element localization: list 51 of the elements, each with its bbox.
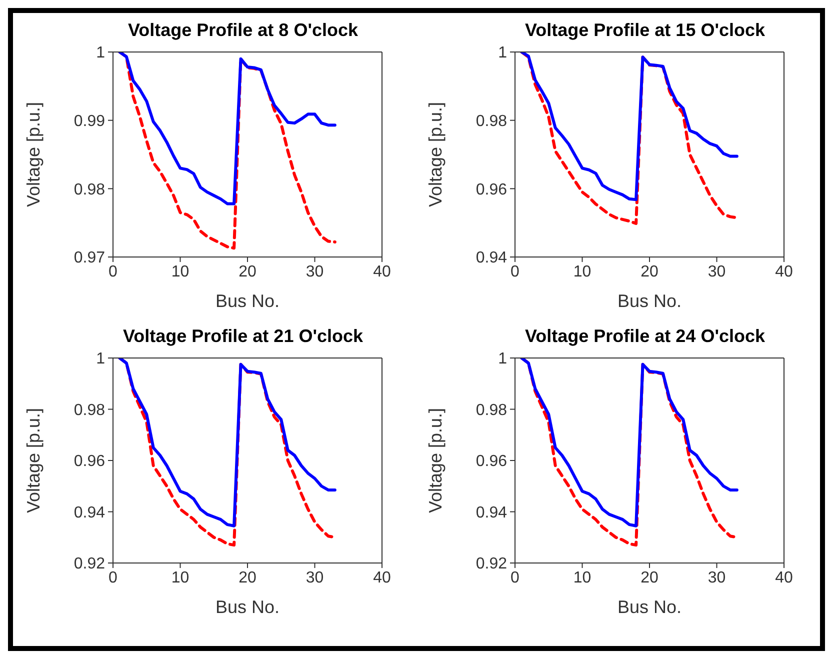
x-axis-title: Bus No.: [617, 597, 682, 617]
x-tick-label: 10: [573, 569, 592, 586]
y-tick-label: 0.98: [74, 402, 106, 419]
y-tick-label: 0.96: [74, 453, 106, 470]
y-tick-label: 0.98: [74, 181, 106, 198]
y-tick-label: 1: [96, 44, 106, 62]
x-tick-label: 40: [373, 263, 391, 280]
y-tick-label: 0.96: [476, 181, 508, 198]
x-tick-label: 20: [238, 569, 256, 586]
x-axis-title: Bus No.: [215, 291, 280, 311]
x-tick-label: 40: [373, 569, 391, 586]
y-tick-label: 1: [96, 350, 106, 368]
x-tick-label: 20: [640, 569, 658, 586]
x-tick-label: 10: [171, 569, 190, 586]
chart-title: Voltage Profile at 8 O'clock: [126, 19, 360, 42]
x-tick-label: 30: [306, 263, 324, 280]
chart-title: Voltage Profile at 21 O'clock: [122, 325, 364, 348]
y-axis-title: Voltage [p.u.]: [425, 408, 446, 514]
y-tick-label: 1: [498, 350, 508, 368]
line-series: [118, 52, 336, 206]
x-tick-label: 40: [775, 263, 793, 280]
y-tick-label: 0.94: [476, 504, 508, 522]
x-tick-label: 0: [108, 569, 118, 586]
y-tick-label: 0.92: [476, 556, 508, 573]
y-tick-label: 0.97: [74, 250, 106, 267]
x-tick-label: 20: [238, 263, 256, 280]
x-tick-label: 30: [708, 263, 726, 280]
y-tick-label: 0.92: [74, 556, 106, 573]
chart-title: Voltage Profile at 24 O'clock: [524, 325, 766, 348]
x-tick-label: 10: [573, 263, 592, 280]
y-axis-title: Voltage [p.u.]: [23, 102, 44, 208]
y-tick-label: 0.94: [74, 504, 106, 522]
x-tick-label: 0: [510, 263, 520, 280]
chart-title: Voltage Profile at 15 O'clock: [524, 19, 766, 42]
y-tick-label: 0.94: [476, 250, 508, 267]
x-tick-label: 30: [306, 569, 324, 586]
x-tick-label: 0: [108, 263, 118, 280]
x-tick-label: 10: [171, 263, 190, 280]
x-tick-label: 40: [775, 569, 793, 586]
y-tick-label: 0.99: [74, 113, 106, 130]
x-tick-label: 0: [510, 569, 520, 586]
y-axis-title: Voltage [p.u.]: [425, 102, 446, 208]
y-tick-label: 0.96: [476, 453, 508, 470]
y-tick-label: 0.98: [476, 113, 508, 130]
x-tick-label: 30: [708, 569, 726, 586]
y-tick-label: 1: [498, 44, 508, 62]
y-tick-label: 0.98: [476, 402, 508, 419]
y-axis-title: Voltage [p.u.]: [23, 408, 44, 514]
x-tick-label: 20: [640, 263, 658, 280]
x-axis-title: Bus No.: [617, 291, 682, 311]
x-axis-title: Bus No.: [215, 597, 280, 617]
